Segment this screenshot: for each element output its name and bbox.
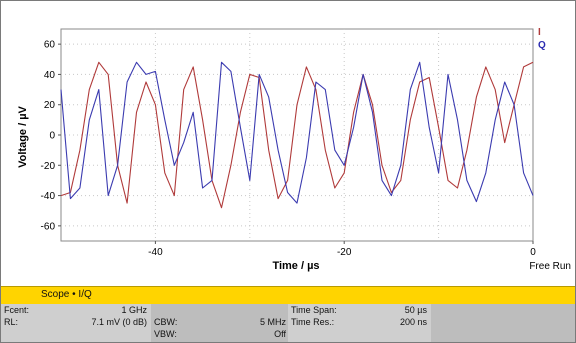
settings-block-time: Time Span: 50 µs Time Res.: 200 ns <box>288 304 431 342</box>
y-tick-label: 40 <box>44 70 56 81</box>
fcent-value: 1 GHz <box>121 305 147 315</box>
timespan-label: Time Span: <box>291 305 337 315</box>
x-axis-label: Time / µs <box>272 260 319 272</box>
y-tick-label: 60 <box>44 40 56 51</box>
cbw-label: CBW: <box>154 317 178 327</box>
iq-scope-plot: 60 40 20 0 -20 -40 -60 -40 -20 0 Voltage / µV Ti… <box>17 27 571 272</box>
y-tick-label: 20 <box>44 100 56 111</box>
timespan-value: 50 µs <box>404 305 427 315</box>
timeres-value: 200 ns <box>399 317 427 327</box>
timeres-label: Time Res.: <box>291 317 335 327</box>
fcent-label: Fcent: <box>4 305 30 315</box>
trace-i <box>60 61 534 209</box>
settings-block-frequency: Fcent: 1 GHz RL: 7.1 mV (0 dB) <box>1 304 151 342</box>
y-axis-label: Voltage / µV <box>17 105 29 167</box>
settings-panel: Fcent: 1 GHz RL: 7.1 mV (0 dB) CBW: 5 MH… <box>1 304 575 342</box>
rl-label: RL: <box>4 317 19 327</box>
settings-block-bandwidth: CBW: 5 MHz VBW: Off <box>151 304 288 342</box>
y-tick-label: -60 <box>41 221 56 232</box>
mode-label: Scope • I/Q <box>41 289 92 300</box>
mode-bar: Scope • I/Q <box>1 286 575 304</box>
x-tick-label: 0 <box>530 247 536 258</box>
y-tick-label: -20 <box>41 161 56 172</box>
y-tick-label: -40 <box>41 191 56 202</box>
rl-value: 7.1 mV (0 dB) <box>91 317 147 327</box>
free-run-label: Free Run <box>529 261 571 272</box>
vbw-label: VBW: <box>154 329 177 339</box>
trace-q <box>60 61 534 204</box>
settings-block-empty <box>431 304 575 342</box>
cbw-value: 5 MHz <box>259 317 286 327</box>
legend-q: Q <box>538 40 546 51</box>
x-tick-label: -20 <box>337 247 352 258</box>
y-tick-label: 0 <box>49 131 55 142</box>
x-tick-label: -40 <box>148 247 163 258</box>
legend-i: I <box>538 27 541 38</box>
vbw-value: Off <box>274 329 286 339</box>
